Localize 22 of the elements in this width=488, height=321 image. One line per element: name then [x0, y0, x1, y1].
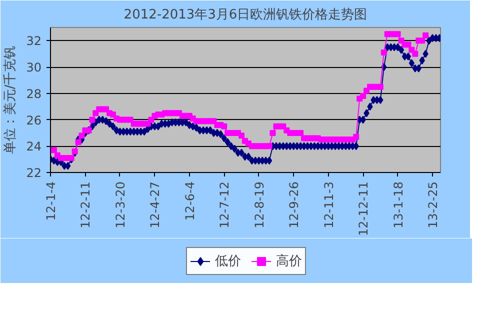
x-tick-label: 12-1-4 — [44, 181, 58, 221]
x-tick-label: 12-12-11 — [356, 182, 371, 236]
y-axis-title: 单位：美元/千克钒 — [2, 46, 18, 154]
x-tick-label: 12-3-20 — [113, 181, 128, 228]
chart-title: 2012-2013年3月6日欧洲钒铁价格走势图 — [124, 8, 368, 22]
legend-label: 低价 — [215, 252, 241, 270]
y-tick-label: 24 — [26, 140, 42, 154]
x-tick-label: 13-1-18 — [391, 181, 406, 228]
y-tick-label: 32 — [26, 34, 42, 48]
x-tick-label: 12-8-19 — [252, 181, 266, 228]
x-tick-label: 12-2-11 — [78, 181, 93, 228]
y-tick-label: 22 — [26, 166, 42, 180]
y-tick-label: 26 — [26, 113, 42, 128]
x-tick-label: 12-11-3 — [322, 181, 336, 228]
y-tick-label: 30 — [26, 60, 42, 75]
legend-label: 高价 — [276, 252, 302, 270]
x-tick-label: 12-7-12 — [218, 181, 232, 228]
x-tick-label: 12-4-27 — [148, 181, 162, 228]
x-tick-label: 13-2-25 — [426, 181, 440, 228]
x-tick-label: 12-9-26 — [287, 181, 302, 228]
y-tick-label: 28 — [26, 86, 42, 101]
x-tick-label: 12-6-4 — [182, 181, 197, 221]
